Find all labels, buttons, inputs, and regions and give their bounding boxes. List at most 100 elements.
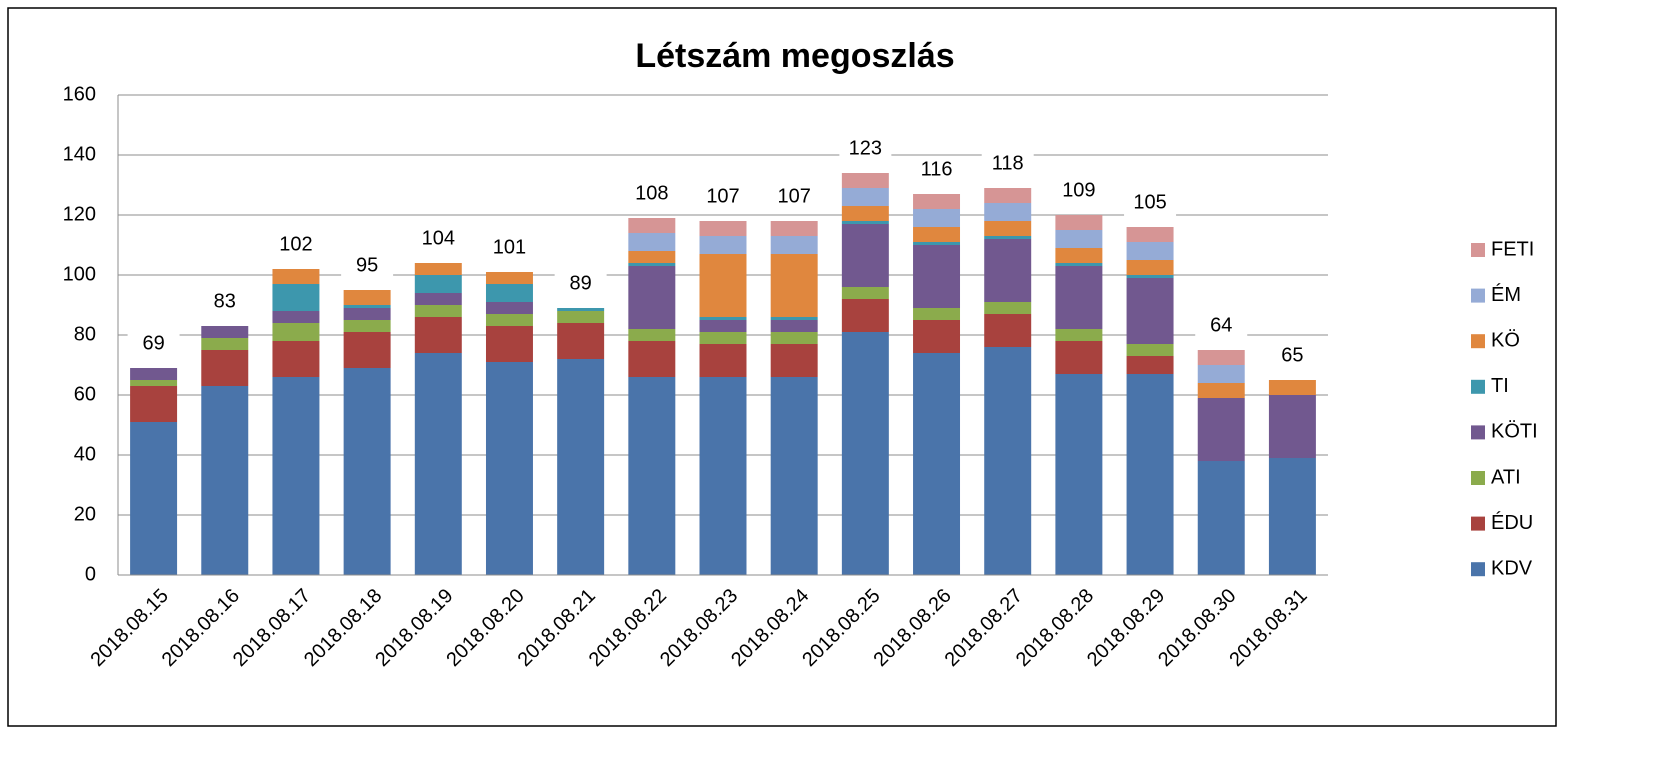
total-label: 69 <box>142 332 164 354</box>
y-tick-label: 60 <box>74 383 96 405</box>
total-label: 102 <box>279 233 312 255</box>
bar-segment <box>272 311 320 323</box>
bar-segment <box>1268 458 1316 575</box>
bar-segment <box>699 254 747 317</box>
bar-segment <box>770 320 818 332</box>
bar-segment <box>699 320 747 332</box>
bar-segment <box>130 422 178 575</box>
bar-segment <box>1126 275 1174 278</box>
total-label-bg <box>198 289 251 315</box>
bar-segment <box>201 326 249 338</box>
y-tick-label: 140 <box>63 143 96 165</box>
bar-segment <box>130 380 178 386</box>
bar-segment <box>414 293 462 305</box>
y-tick-label: 120 <box>63 203 96 225</box>
total-label: 107 <box>706 185 739 207</box>
total-label-bg <box>697 184 749 210</box>
bar-segment <box>628 263 676 266</box>
bar-segment <box>699 377 747 575</box>
total-label: 108 <box>635 182 668 204</box>
bar-segment <box>343 332 391 368</box>
legend-label: KÖTI <box>1491 421 1538 443</box>
bar-segment <box>343 368 391 575</box>
bar-segment <box>1197 365 1245 383</box>
total-label: 65 <box>1281 344 1303 366</box>
total-label: 116 <box>921 158 953 180</box>
legend-label: KÖ <box>1491 329 1520 351</box>
bar-segment <box>1055 374 1103 575</box>
legend-swatch <box>1471 471 1485 485</box>
bar-segment <box>1197 461 1245 575</box>
bar-segment <box>557 311 605 323</box>
bar-segment <box>557 323 605 359</box>
bar-segment <box>770 221 818 236</box>
total-label: 105 <box>1133 191 1166 213</box>
total-label: 95 <box>356 254 378 276</box>
bar-segment <box>1055 266 1103 329</box>
bar-segment <box>485 302 533 314</box>
legend-label: ÉDU <box>1491 511 1533 534</box>
bar-segment <box>1055 248 1103 263</box>
bar-segment <box>1126 344 1174 356</box>
y-tick-label: 80 <box>74 323 96 345</box>
legend-label: FETI <box>1491 238 1534 260</box>
bar-segment <box>343 305 391 308</box>
legend-swatch <box>1471 288 1485 303</box>
y-tick-label: 160 <box>63 83 96 105</box>
total-label-bg <box>768 184 821 210</box>
total-label: 101 <box>493 236 526 258</box>
bar-segment <box>628 233 676 251</box>
bar-segment <box>984 239 1032 302</box>
total-label-bg <box>625 181 678 207</box>
legend-label: TI <box>1491 375 1509 397</box>
legend-label: KDV <box>1491 557 1533 579</box>
bar-segment <box>628 266 676 329</box>
bar-segment <box>770 236 818 254</box>
bar-segment <box>841 332 889 575</box>
legend-swatch <box>1471 516 1485 531</box>
bar-segment <box>272 377 320 575</box>
y-tick-label: 20 <box>74 503 96 525</box>
bar-segment <box>770 254 818 317</box>
bar-segment <box>628 377 676 575</box>
bar-segment <box>1126 356 1174 374</box>
bar-segment <box>841 173 889 188</box>
bar-segment <box>1197 398 1245 461</box>
bar-segment <box>841 299 889 332</box>
total-label: 83 <box>214 290 236 312</box>
total-label-bg <box>269 232 322 258</box>
y-tick-label: 100 <box>63 263 96 285</box>
bar-segment <box>557 359 605 575</box>
bar-segment <box>628 329 676 341</box>
total-label-bg <box>127 331 180 357</box>
bar-segment <box>1055 329 1103 341</box>
y-tick-label: 40 <box>74 443 96 465</box>
total-label-bg <box>554 271 607 297</box>
bar-segment <box>485 272 533 284</box>
bar-segment <box>699 332 747 344</box>
bar-segment <box>841 287 889 299</box>
total-label-bg <box>1266 343 1319 369</box>
total-label-bg <box>981 151 1034 177</box>
bar-segment <box>913 209 961 227</box>
bar-segment <box>841 188 889 206</box>
bar-segment <box>201 338 249 350</box>
bar-segment <box>841 221 889 224</box>
bar-segment <box>557 308 605 311</box>
chart-title: Létszám megoszlás <box>635 37 954 75</box>
bar-segment <box>628 341 676 377</box>
total-label: 64 <box>1210 314 1232 336</box>
total-label-bg <box>483 235 536 261</box>
total-label: 118 <box>992 152 1024 174</box>
bar-segment <box>414 317 462 353</box>
bar-segment <box>201 350 249 386</box>
bar-segment <box>841 224 889 287</box>
bar-segment <box>984 203 1032 221</box>
legend-swatch <box>1471 334 1485 349</box>
bar-segment <box>1126 260 1174 275</box>
total-label: 109 <box>1062 179 1095 201</box>
y-tick-label: 0 <box>85 563 96 585</box>
bar-segment <box>628 218 676 233</box>
bar-segment <box>984 347 1032 575</box>
bar-segment <box>414 353 462 575</box>
